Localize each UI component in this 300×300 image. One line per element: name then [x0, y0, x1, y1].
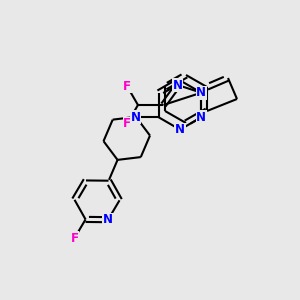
- Text: N: N: [175, 123, 185, 136]
- Text: N: N: [196, 86, 206, 99]
- Text: N: N: [103, 213, 113, 226]
- Text: N: N: [196, 111, 206, 124]
- Text: F: F: [123, 117, 131, 130]
- Text: F: F: [70, 232, 79, 244]
- Text: F: F: [123, 80, 131, 93]
- Text: N: N: [131, 111, 141, 124]
- Text: N: N: [173, 79, 183, 92]
